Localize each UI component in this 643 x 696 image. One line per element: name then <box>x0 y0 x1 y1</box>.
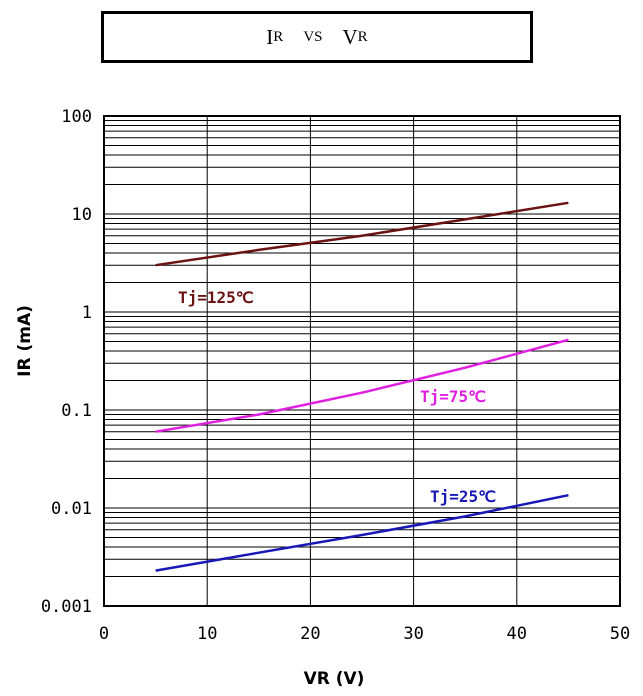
series-label: Tj=25℃ <box>430 487 496 506</box>
title-r-sub: R <box>273 28 284 45</box>
x-tick-label: 10 <box>197 624 217 644</box>
y-tick-label: 100 <box>61 107 92 127</box>
series-layer: Tj=125℃ Tj=75℃ Tj=25℃ <box>155 201 569 572</box>
x-tick-label: 50 <box>610 624 630 644</box>
title-v: V <box>342 24 358 49</box>
series-line <box>155 201 569 267</box>
y-tick-label: 1 <box>82 303 92 323</box>
y-tick-label: 0.001 <box>41 597 92 617</box>
series-line <box>155 338 569 433</box>
plot-frame <box>103 115 621 607</box>
tick-labels: 0 10 20 30 40 50 0.001 0.01 0.1 1 10 100 <box>41 107 630 644</box>
title-i: I <box>266 24 274 49</box>
title-vs: VS <box>303 28 323 45</box>
y-axis-label: IR (mA) <box>15 305 35 377</box>
x-tick-label: 40 <box>507 624 527 644</box>
title-r-sub-2: R <box>357 28 368 45</box>
x-axis-label: VR (V) <box>304 669 365 689</box>
series-label: Tj=125℃ <box>178 288 254 307</box>
x-tick-label: 30 <box>403 624 423 644</box>
series-line <box>155 493 569 572</box>
y-tick-label: 0.1 <box>61 401 92 421</box>
series-label: Tj=75℃ <box>420 387 486 406</box>
y-tick-label: 10 <box>72 205 92 225</box>
x-tick-label: 20 <box>300 624 320 644</box>
x-tick-label: 0 <box>99 624 109 644</box>
grid <box>104 116 620 606</box>
y-tick-label: 0.01 <box>51 499 92 519</box>
